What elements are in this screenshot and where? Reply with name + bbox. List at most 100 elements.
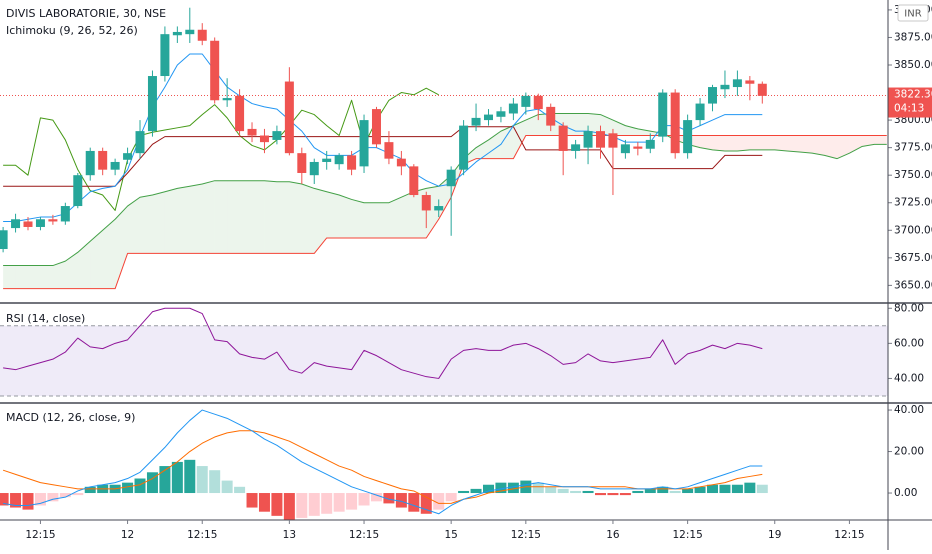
histogram-bar xyxy=(395,493,407,508)
cloud xyxy=(812,135,825,156)
y-tick-label: 3775.00 xyxy=(894,142,932,154)
candle-body xyxy=(284,81,294,154)
candle-body xyxy=(371,109,381,145)
x-tick-label: 13 xyxy=(283,529,296,541)
candle-body xyxy=(359,120,369,167)
candle-body xyxy=(160,34,170,77)
candle-body xyxy=(73,175,83,207)
x-tick-label: 19 xyxy=(768,529,781,541)
y-tick-label: 3650.00 xyxy=(894,279,932,291)
cloud xyxy=(612,120,626,136)
cloud xyxy=(388,197,402,238)
candle-body xyxy=(247,128,257,136)
cloud xyxy=(600,114,613,136)
candle-body xyxy=(396,158,406,167)
candle-body xyxy=(434,206,444,211)
macd-line xyxy=(3,409,763,515)
cloud xyxy=(861,135,875,147)
histogram-bar xyxy=(84,486,96,494)
cloud xyxy=(115,206,128,289)
candle-body xyxy=(633,146,643,149)
y-tick-label: 3725.00 xyxy=(894,197,932,209)
cloud xyxy=(637,128,651,136)
currency-badge xyxy=(897,4,929,22)
candle-body xyxy=(446,169,456,187)
cloud xyxy=(737,135,750,151)
candle-body xyxy=(135,131,145,154)
cloud xyxy=(339,195,352,238)
candle-body xyxy=(645,139,655,149)
x-tick-label: 12:15 xyxy=(672,529,702,541)
candle-body xyxy=(23,221,33,227)
indicator-name: Ichimoku (9, 26, 52, 26) xyxy=(6,24,138,37)
candle-body xyxy=(546,106,556,126)
histogram-bar xyxy=(433,493,445,510)
histogram-bar xyxy=(47,493,59,502)
histogram-bar xyxy=(507,482,519,494)
histogram-bar xyxy=(72,493,84,496)
histogram-bar xyxy=(595,493,607,496)
cloud xyxy=(152,191,165,254)
cloud xyxy=(214,180,228,254)
cloud xyxy=(276,181,290,254)
cloud xyxy=(824,135,837,159)
cloud xyxy=(202,180,215,254)
candle-body xyxy=(210,40,220,101)
cloud xyxy=(787,135,800,153)
candle-body xyxy=(384,142,394,159)
candle-body xyxy=(272,131,282,140)
cloud xyxy=(874,135,887,145)
candle-body xyxy=(421,195,431,211)
candle-body xyxy=(48,219,58,222)
rsi-band xyxy=(0,325,888,396)
candle-body xyxy=(11,219,21,229)
cloud xyxy=(749,135,763,150)
candle-body xyxy=(620,144,630,154)
candle-body xyxy=(147,76,157,132)
cloud xyxy=(239,180,253,254)
cloud xyxy=(189,184,203,254)
cloud xyxy=(724,135,738,151)
cloud xyxy=(525,114,539,136)
cloud xyxy=(227,180,240,254)
candle-body xyxy=(533,95,543,110)
ichimoku-lead-a xyxy=(3,112,887,267)
histogram-bar xyxy=(657,486,669,494)
histogram-bar xyxy=(196,466,208,494)
histogram-bar xyxy=(458,490,470,494)
histogram-bar xyxy=(209,470,221,494)
histogram-bar xyxy=(570,490,582,494)
candle-body xyxy=(222,98,232,101)
candle-body xyxy=(732,79,742,88)
chart-title: DIVIS LABORATORIE, 30, NSE xyxy=(6,7,166,20)
cloud xyxy=(588,113,601,136)
price-tag-label: 3822.30 xyxy=(894,89,932,101)
histogram-bar xyxy=(545,486,557,494)
histogram-bar xyxy=(682,488,694,494)
histogram-bar xyxy=(283,493,295,520)
histogram-bar xyxy=(607,493,619,496)
histogram-bar xyxy=(34,493,46,506)
x-tick-label: 12:15 xyxy=(834,529,864,541)
pane-title: RSI (14, close) xyxy=(6,312,85,325)
cloud xyxy=(476,139,489,159)
cloud xyxy=(625,125,638,136)
cloud xyxy=(289,181,302,254)
candle-body xyxy=(185,29,195,35)
histogram-bar xyxy=(171,461,183,494)
candle-body xyxy=(347,155,357,170)
macd-pane xyxy=(0,409,768,520)
histogram-bar xyxy=(707,484,719,494)
y-tick-label: 60.00 xyxy=(894,337,924,349)
x-tick-label: 15 xyxy=(444,529,457,541)
cloud xyxy=(164,188,178,254)
candle-body xyxy=(658,92,668,137)
y-tick-label: 0.00 xyxy=(894,487,917,499)
y-tick-label: 20.00 xyxy=(894,446,924,458)
x-tick-label: 16 xyxy=(606,529,620,541)
y-tick-label: 40.00 xyxy=(894,372,924,384)
candle-body xyxy=(683,120,693,154)
histogram-bar xyxy=(532,482,544,494)
candle-body xyxy=(571,144,581,151)
